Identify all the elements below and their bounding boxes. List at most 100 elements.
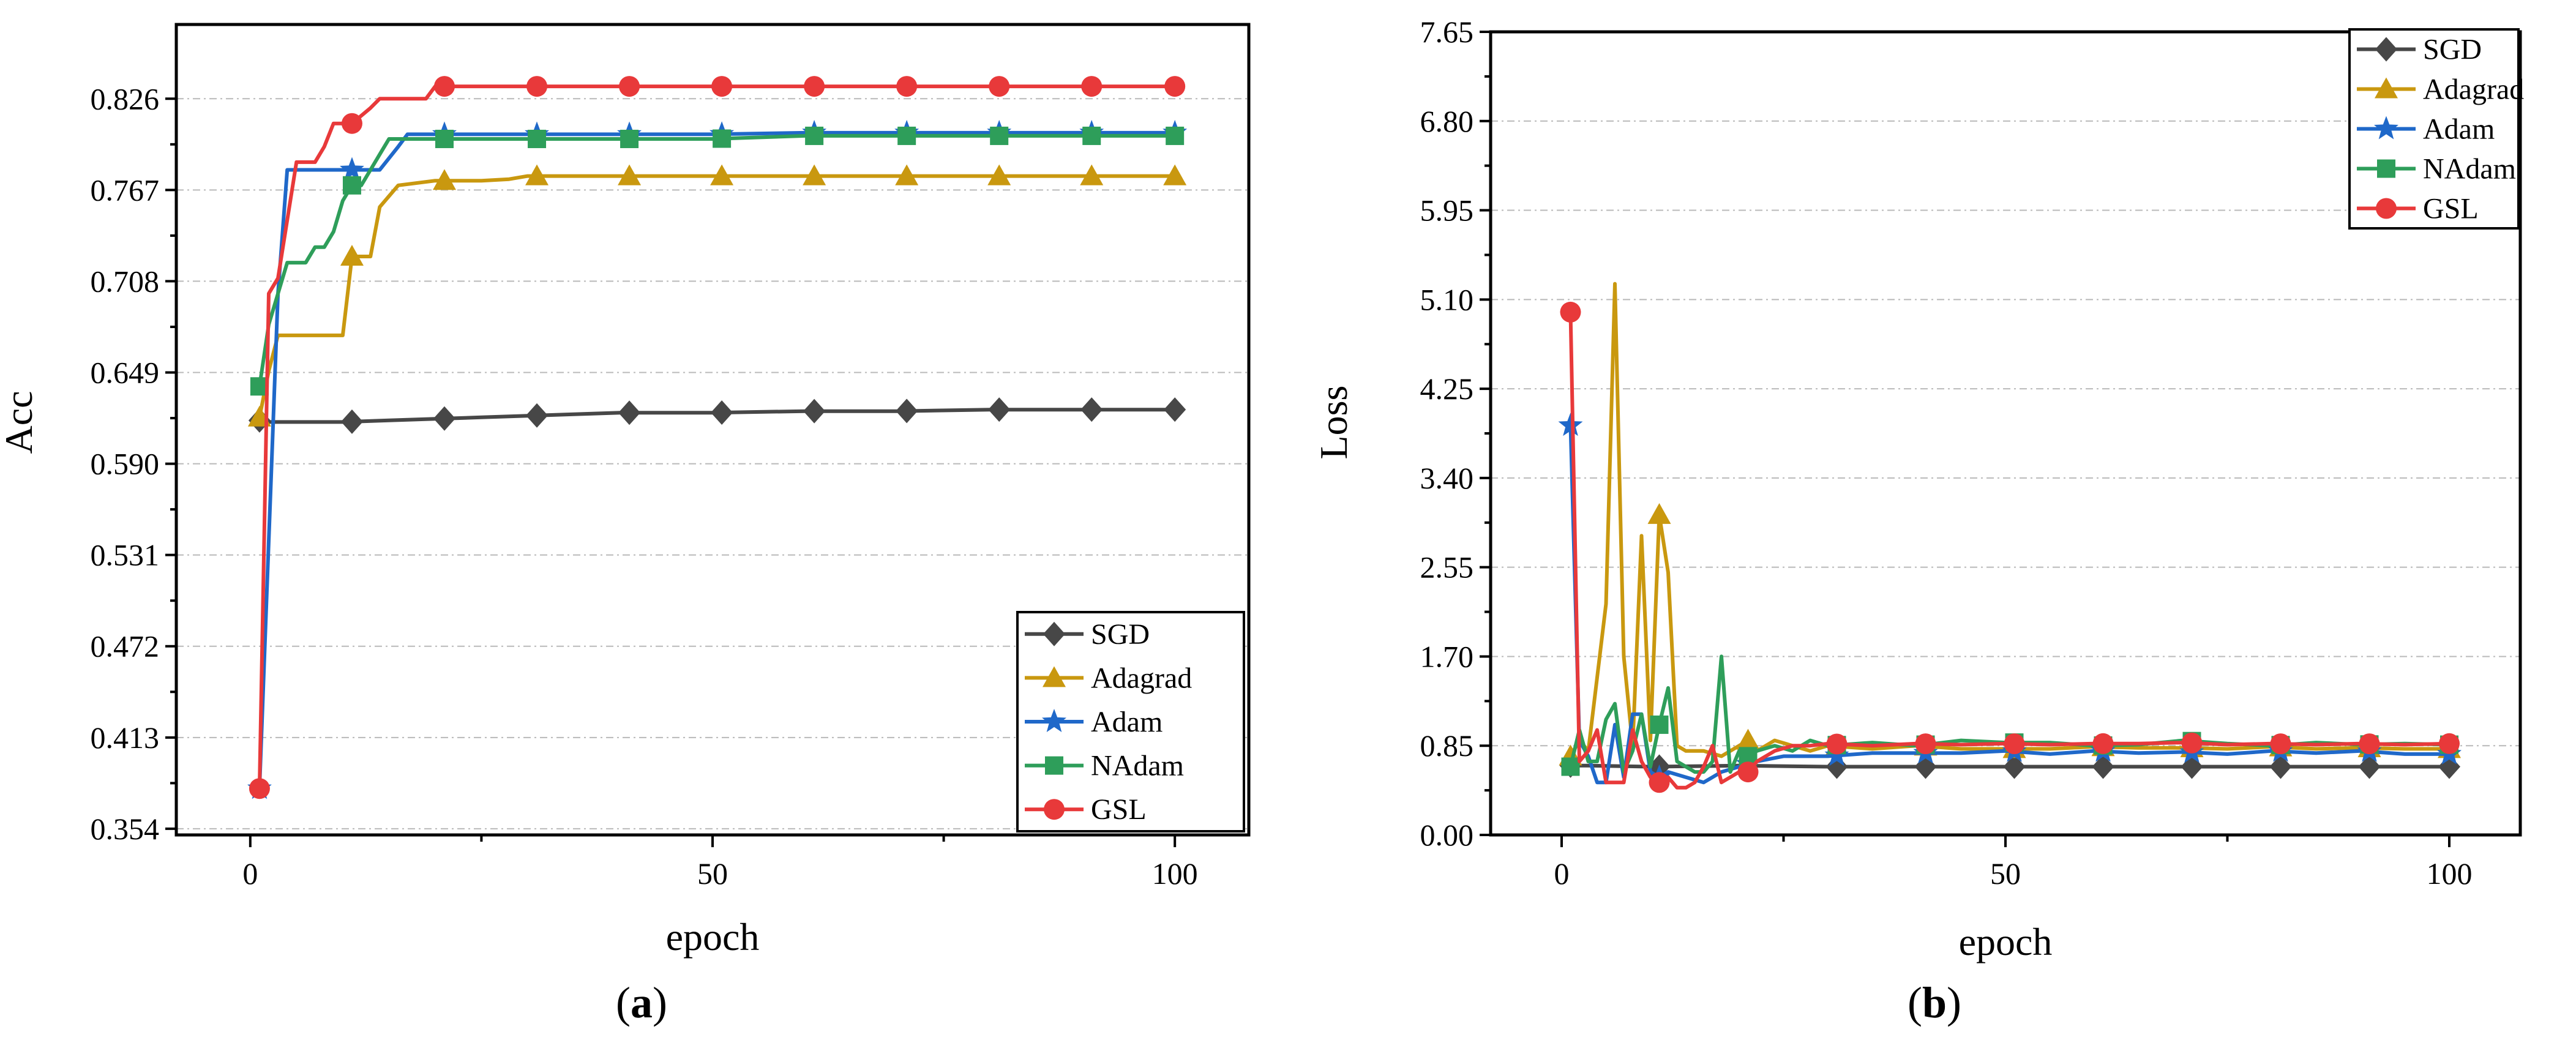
data-point-sgd — [896, 398, 918, 424]
data-point-gsl — [1826, 733, 1848, 755]
data-point-adagrad — [1736, 728, 1760, 750]
data-point-gsl — [2439, 733, 2460, 754]
data-point-sgd — [2358, 754, 2381, 779]
data-point-gsl — [526, 76, 548, 97]
legend-label: Adam — [1091, 706, 1163, 738]
xtick-label: 50 — [697, 856, 728, 891]
xtick-label: 100 — [2427, 856, 2473, 891]
data-point-nadam — [897, 126, 916, 145]
series-line-adagrad — [1568, 282, 2449, 758]
y-axis-title: Loss — [1312, 386, 1355, 460]
legend-label: NAdam — [1091, 750, 1184, 782]
legend-marker-nadam — [1045, 756, 1063, 775]
data-point-adagrad — [895, 164, 919, 185]
data-point-gsl — [1915, 733, 1936, 755]
x-axis-title: epoch — [1959, 920, 2053, 963]
data-point-gsl — [2359, 733, 2380, 755]
data-point-gsl — [1081, 76, 1103, 97]
legend-label: NAdam — [2423, 153, 2516, 185]
legend-marker-adagrad — [2375, 77, 2398, 99]
data-point-nadam — [1082, 126, 1101, 145]
data-point-sgd — [2003, 754, 2026, 779]
ytick-label: 3.40 — [1420, 461, 1474, 495]
data-point-sgd — [340, 409, 363, 434]
data-point-sgd — [526, 403, 549, 428]
legend-marker-adagrad — [1043, 666, 1066, 687]
legend-label: SGD — [1091, 618, 1150, 651]
xtick-label: 100 — [1152, 856, 1198, 891]
data-point-gsl — [1560, 301, 1581, 323]
ytick-label: 0.826 — [91, 81, 160, 116]
legend-label: GSL — [2423, 193, 2479, 225]
ytick-label: 0.472 — [91, 629, 160, 664]
legend-label: Adagrad — [1091, 662, 1192, 694]
ytick-label: 0.413 — [91, 720, 160, 755]
data-point-nadam — [620, 129, 639, 148]
data-point-adagrad — [433, 169, 456, 190]
panel-label: (b) — [1908, 978, 1961, 1027]
data-point-nadam — [1650, 715, 1669, 734]
data-point-gsl — [434, 76, 455, 97]
data-point-adagrad — [340, 245, 364, 266]
legend-marker-nadam — [2377, 159, 2395, 178]
legend-label: GSL — [1091, 793, 1147, 826]
data-point-gsl — [711, 76, 733, 97]
ytick-label: 6.80 — [1420, 104, 1474, 138]
data-point-gsl — [2270, 733, 2291, 755]
chart-panel-a: 0.354 0.413 0.472 0.531 0.590 0.649 0.708 0.767… — [0, 23, 1251, 1027]
data-point-adagrad — [618, 164, 642, 185]
legend-marker-adam — [2374, 116, 2398, 140]
data-point-gsl — [619, 76, 640, 97]
data-point-adagrad — [1647, 503, 1671, 524]
y-axis-title: Acc — [0, 391, 40, 454]
data-point-gsl — [804, 76, 825, 97]
legend-marker-gsl — [1044, 799, 1065, 820]
series-line-adam — [257, 130, 1175, 789]
legend-marker-adam — [1042, 709, 1066, 732]
data-point-nadam — [1561, 757, 1580, 776]
data-point-sgd — [2181, 754, 2203, 779]
legend-marker-sgd — [2375, 37, 2397, 62]
data-point-gsl — [1649, 772, 1670, 793]
ytick-label: 4.25 — [1420, 372, 1474, 406]
data-point-gsl — [2181, 732, 2203, 754]
ytick-label: 0.354 — [91, 812, 160, 846]
data-point-gsl — [341, 113, 362, 134]
data-point-adam — [340, 157, 364, 181]
data-point-gsl — [896, 76, 918, 97]
data-point-gsl — [1737, 761, 1759, 783]
data-point-adagrad — [710, 164, 734, 185]
x-axis-title: epoch — [666, 915, 760, 959]
ytick-label: 5.10 — [1420, 282, 1474, 316]
series-line-gsl — [1568, 312, 2450, 790]
data-point-sgd — [618, 400, 641, 425]
data-point-adagrad — [1163, 164, 1187, 185]
data-point-nadam — [990, 126, 1009, 145]
xtick-label: 0 — [1554, 856, 1570, 891]
data-point-sgd — [1080, 397, 1103, 422]
legend-marker-gsl — [2376, 198, 2397, 219]
data-point-sgd — [1164, 397, 1186, 422]
data-point-gsl — [249, 778, 270, 799]
ytick-label: 0.85 — [1420, 728, 1474, 763]
data-point-nadam — [805, 126, 824, 145]
data-point-adagrad — [525, 164, 549, 185]
series-line-adam — [1568, 425, 2449, 785]
data-point-gsl — [2004, 733, 2025, 755]
data-point-gsl — [989, 76, 1010, 97]
ytick-label: 0.708 — [91, 264, 160, 298]
data-point-adagrad — [1080, 164, 1104, 185]
ytick-label: 0.00 — [1420, 818, 1474, 852]
data-point-sgd — [2092, 754, 2114, 779]
chart-panel-b: 0.00 0.85 1.70 2.55 3.40 4.25 5.10 5.95 6.80 7.65… — [1312, 15, 2524, 1027]
legend-label: SGD — [2423, 34, 2482, 66]
ytick-label: 0.767 — [91, 173, 160, 207]
series-line-adagrad — [257, 174, 1175, 418]
data-point-sgd — [711, 400, 733, 425]
ytick-label: 7.65 — [1420, 15, 1474, 49]
data-point-adagrad — [987, 164, 1011, 185]
data-point-nadam — [528, 129, 547, 148]
ytick-label: 2.55 — [1420, 550, 1474, 585]
data-point-adagrad — [803, 164, 826, 185]
